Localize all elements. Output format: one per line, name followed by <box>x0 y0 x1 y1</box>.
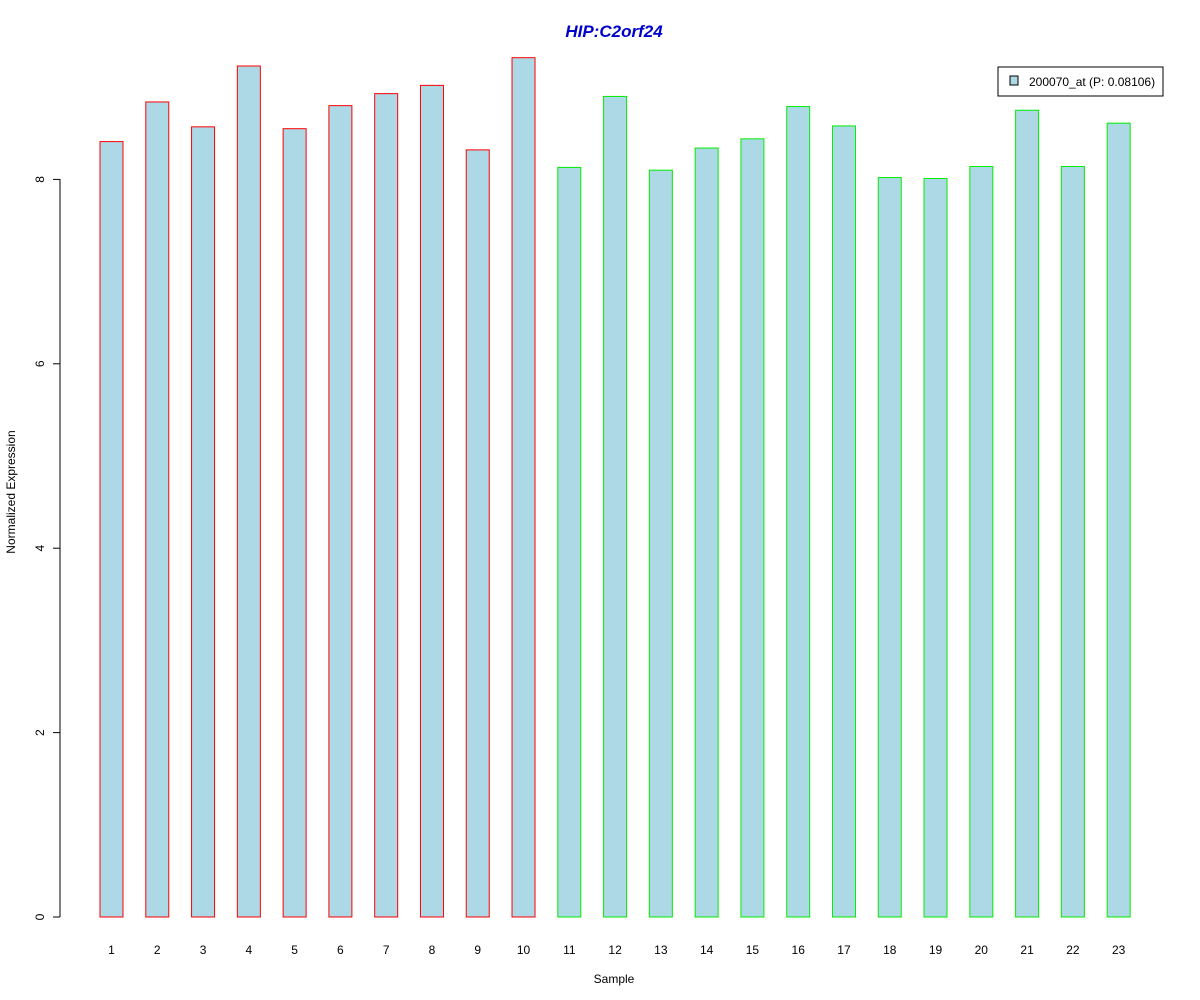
legend-swatch <box>1009 75 1019 86</box>
bar-sample-11 <box>557 166 582 918</box>
y-tick-label-2: 2 <box>33 729 47 736</box>
bar-sample-14 <box>694 147 719 918</box>
bar-sample-21 <box>1015 109 1040 918</box>
bar-sample-20 <box>969 165 994 918</box>
legend-box <box>997 66 1164 97</box>
bars-group <box>99 57 1131 918</box>
x-tick-label-14: 14 <box>700 943 714 957</box>
bar-sample-16 <box>786 106 811 918</box>
x-tick-label-17: 17 <box>837 943 851 957</box>
y-tick-label-6: 6 <box>33 360 47 367</box>
bar-sample-23 <box>1106 122 1131 918</box>
x-tick-label-2: 2 <box>154 943 161 957</box>
x-tick-label-16: 16 <box>792 943 806 957</box>
bar-sample-9 <box>465 149 490 918</box>
x-tick-label-20: 20 <box>975 943 989 957</box>
legend: 200070_at (P: 0.08106) <box>997 66 1164 97</box>
x-tick-label-10: 10 <box>517 943 531 957</box>
bar-sample-13 <box>648 169 673 918</box>
x-tick-label-11: 11 <box>563 943 576 957</box>
x-tick-label-3: 3 <box>200 943 207 957</box>
bar-sample-4 <box>236 65 261 918</box>
x-tick-label-12: 12 <box>608 943 622 957</box>
bar-sample-12 <box>603 95 628 918</box>
bar-sample-17 <box>831 125 856 918</box>
x-tick-label-9: 9 <box>474 943 481 957</box>
bar-sample-19 <box>923 177 948 918</box>
x-tick-label-18: 18 <box>883 943 897 957</box>
x-tick-label-23: 23 <box>1112 943 1126 957</box>
x-tick-label-7: 7 <box>383 943 390 957</box>
x-tick-label-8: 8 <box>429 943 436 957</box>
x-tick-label-21: 21 <box>1020 943 1034 957</box>
x-tick-label-4: 4 <box>245 943 252 957</box>
y-tick-label-4: 4 <box>33 545 47 552</box>
x-tick-label-6: 6 <box>337 943 344 957</box>
y-tick-label-8: 8 <box>33 176 47 183</box>
y-axis-label: Normalized Expression <box>4 430 18 553</box>
bar-sample-1 <box>99 141 124 918</box>
bar-sample-5 <box>282 128 307 918</box>
x-tick-label-22: 22 <box>1066 943 1080 957</box>
x-tick-label-13: 13 <box>654 943 668 957</box>
bar-sample-2 <box>145 101 170 918</box>
bar-sample-8 <box>419 84 444 918</box>
bar-sample-7 <box>374 93 399 918</box>
bar-sample-15 <box>740 138 765 918</box>
x-tick-label-1: 1 <box>108 943 115 957</box>
bar-sample-18 <box>877 177 902 918</box>
y-axis-ticks: 0 2 4 6 8 <box>33 176 60 920</box>
bar-sample-10 <box>511 57 536 918</box>
x-tick-labels: 1 2 3 4 5 6 7 8 9 10 11 12 13 14 15 16 17 18 19 20 21 22 23 <box>108 943 1125 957</box>
bar-sample-6 <box>328 105 353 918</box>
x-axis-label: Sample <box>594 972 635 986</box>
chart-title: HIP:C2orf24 <box>565 22 663 41</box>
legend-label: 200070_at (P: 0.08106) <box>1029 75 1155 89</box>
x-tick-label-19: 19 <box>929 943 943 957</box>
x-tick-label-15: 15 <box>746 943 760 957</box>
bar-sample-3 <box>191 126 216 918</box>
bar-sample-22 <box>1060 165 1085 918</box>
y-tick-label-0: 0 <box>33 913 47 920</box>
x-tick-label-5: 5 <box>291 943 298 957</box>
